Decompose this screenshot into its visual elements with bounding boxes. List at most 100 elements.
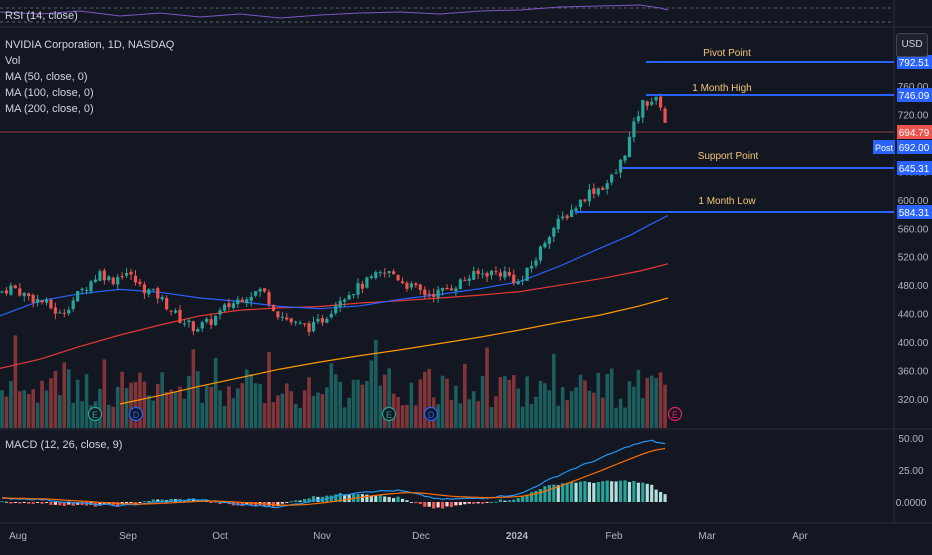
- candle-body: [191, 321, 195, 332]
- price-legend[interactable]: NVIDIA Corporation, 1D, NASDAQ Vol MA (5…: [5, 37, 174, 117]
- dividend-marker[interactable]: [423, 406, 439, 422]
- candle-body: [102, 270, 106, 281]
- volume-bar: [26, 393, 31, 428]
- earnings-marker[interactable]: [667, 406, 683, 422]
- macd-histogram-bar: [663, 494, 667, 502]
- macd-histogram-bar: [71, 502, 75, 506]
- macd-histogram-bar: [22, 502, 26, 503]
- macd-legend[interactable]: MACD (12, 26, close, 9): [5, 437, 122, 453]
- candle-body: [280, 316, 284, 318]
- macd-histogram-bar: [440, 502, 445, 509]
- macd-histogram-bar: [396, 496, 400, 502]
- dividend-marker[interactable]: [128, 406, 144, 422]
- candle-body: [44, 299, 49, 303]
- candle-body: [151, 288, 155, 290]
- volume-bar: [440, 375, 445, 428]
- macd-histogram-bar: [574, 482, 578, 502]
- candle-body: [307, 323, 311, 333]
- candle-body: [547, 237, 551, 244]
- macd-histogram-bar: [329, 495, 333, 502]
- ma100-label[interactable]: MA (100, close, 0): [5, 87, 94, 99]
- symbol-title[interactable]: NVIDIA Corporation, 1D, NASDAQ: [5, 39, 175, 51]
- candle-body: [111, 277, 115, 285]
- volume-bar: [618, 398, 623, 428]
- volume-bar: [236, 388, 240, 428]
- volume-bar: [22, 390, 27, 428]
- candle-body: [240, 299, 244, 303]
- macd-histogram-bar: [280, 502, 284, 504]
- candle-body: [329, 313, 333, 318]
- volume-bar: [209, 386, 213, 428]
- macd-histogram-bar: [565, 482, 569, 502]
- macd-histogram-bar: [472, 502, 476, 504]
- currency-button[interactable]: USD: [896, 33, 928, 57]
- volume-bar: [552, 353, 556, 428]
- macd-histogram-bar: [538, 488, 543, 502]
- volume-bar: [289, 391, 294, 428]
- volume-bar: [592, 392, 596, 428]
- macd-histogram-bar: [40, 502, 44, 504]
- candle-body: [663, 108, 667, 123]
- candle-body: [463, 280, 467, 282]
- candle-body: [249, 296, 253, 301]
- earnings-marker[interactable]: [381, 406, 397, 422]
- volume-bar: [516, 388, 520, 428]
- candle-body: [449, 288, 454, 291]
- volume-bar: [347, 397, 351, 428]
- volume-bar: [129, 382, 133, 428]
- candle-body: [432, 293, 436, 297]
- ma200-label[interactable]: MA (200, close, 0): [5, 103, 94, 115]
- macd-histogram-bar: [498, 499, 502, 502]
- rsi-legend[interactable]: RSI (14, close): [5, 8, 78, 24]
- candle-body: [534, 260, 538, 266]
- volume-bar: [9, 381, 13, 428]
- candle-body: [365, 277, 369, 288]
- candle-body: [605, 183, 609, 190]
- macd-histogram-bar: [489, 501, 494, 503]
- candle-body: [316, 318, 320, 322]
- candle-body: [405, 282, 409, 289]
- volume-bar: [374, 339, 378, 428]
- volume-bar: [503, 376, 507, 428]
- candle-body: [160, 297, 164, 300]
- macd-histogram-bar: [458, 502, 462, 506]
- price-tick-label: 720.00: [898, 110, 929, 121]
- volume-label[interactable]: Vol: [5, 55, 21, 67]
- macd-label: MACD (12, 26, close, 9): [5, 439, 123, 451]
- macd-axis[interactable]: 50.00 25.00 0.0000: [896, 434, 927, 509]
- volume-bar: [267, 351, 271, 428]
- candle-body: [196, 329, 200, 332]
- candle-body: [165, 298, 169, 310]
- candle-body: [231, 303, 235, 309]
- candle-body: [387, 271, 391, 273]
- macd-histogram-bar: [383, 496, 387, 502]
- volume-bar: [262, 403, 267, 428]
- candle-body: [254, 291, 258, 296]
- volume-bar: [111, 406, 116, 428]
- macd-histogram-bar: [463, 502, 467, 505]
- ma50-label[interactable]: MA (50, close, 0): [5, 71, 88, 83]
- candle-body: [343, 299, 347, 302]
- time-tick-label: 2024: [506, 531, 529, 542]
- candle-body: [641, 100, 645, 118]
- macd-histogram-bar: [578, 481, 583, 502]
- macd-histogram-bar: [13, 502, 17, 503]
- candle-body: [236, 299, 240, 305]
- macd-histogram-bar: [0, 501, 4, 503]
- candle-body: [659, 96, 663, 108]
- earnings-marker[interactable]: [87, 406, 103, 422]
- macd-histogram-bar: [596, 482, 600, 502]
- volume-bar: [280, 393, 285, 428]
- candle-body: [654, 96, 658, 101]
- candle-body: [369, 276, 373, 279]
- macd-histogram-bar: [467, 502, 471, 504]
- time-axis[interactable]: Aug Sep Oct Nov Dec 2024 Feb Mar Apr: [9, 531, 808, 542]
- volume-bar: [378, 385, 383, 428]
- volume-bar: [338, 381, 342, 428]
- volume-bar: [467, 399, 472, 428]
- volume-bar: [511, 375, 516, 428]
- candle-body: [187, 320, 191, 323]
